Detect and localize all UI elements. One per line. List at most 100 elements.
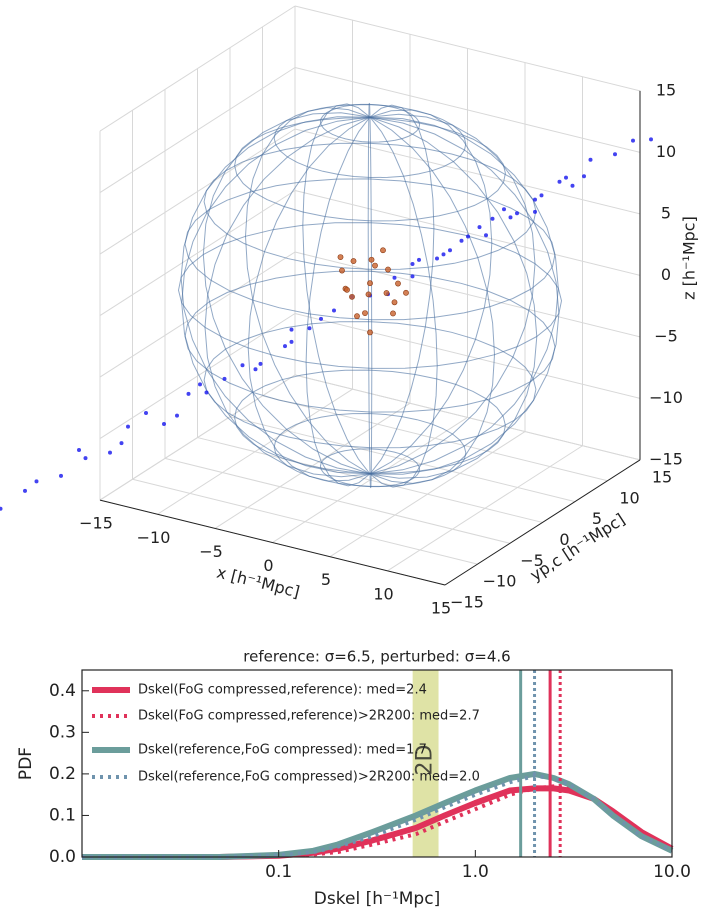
chart-title: reference: σ=6.5, perturbed: σ=4.6 <box>243 648 510 666</box>
point <box>570 183 575 188</box>
parallel <box>234 117 506 222</box>
parallel <box>177 222 563 369</box>
z-tick-label: −10 <box>649 388 683 407</box>
y-tick-label: 15 <box>652 467 672 486</box>
x-tick-label: −15 <box>79 514 113 533</box>
point <box>367 329 373 336</box>
point <box>198 382 202 387</box>
point <box>533 209 537 214</box>
point <box>222 376 227 381</box>
point <box>253 367 258 372</box>
meridian <box>302 103 371 475</box>
plot-frame <box>81 669 673 858</box>
y-axis-label: PDF <box>16 747 36 780</box>
y-tick-label: −10 <box>483 572 517 591</box>
y-tick-label: 0.2 <box>49 764 76 784</box>
point <box>490 216 495 221</box>
grid-line <box>132 478 478 565</box>
meridian <box>305 116 371 487</box>
point <box>126 424 130 429</box>
grid-line <box>294 374 641 461</box>
point <box>477 225 482 230</box>
meridian <box>367 102 371 474</box>
x-axis-label: Dskel [h⁻¹Mpc] <box>314 889 440 909</box>
parallel <box>184 178 556 321</box>
point <box>339 267 345 274</box>
point <box>435 256 439 261</box>
point <box>515 211 519 216</box>
point <box>410 262 415 267</box>
y-tick-label: 5 <box>592 509 602 528</box>
parallel <box>273 104 467 179</box>
legend-label: Dskel(reference,FoG compressed): med=1.7 <box>138 743 427 758</box>
z-tick-label: 0 <box>661 265 671 284</box>
x-tick-label: 10.0 <box>653 862 691 882</box>
point <box>372 262 378 269</box>
y-tick-label: 0.3 <box>49 722 76 742</box>
point <box>631 138 635 143</box>
band-label: 2D <box>413 745 438 776</box>
point <box>344 286 350 293</box>
y-tick-label: −15 <box>450 593 484 612</box>
point <box>502 207 506 212</box>
y-tick-label: 0.0 <box>49 847 76 867</box>
point <box>283 344 287 349</box>
y-tick-label: −5 <box>520 551 544 570</box>
point <box>175 413 179 418</box>
point <box>367 280 373 287</box>
point <box>34 479 39 484</box>
grid-line <box>99 128 296 255</box>
point <box>403 289 409 296</box>
point <box>557 179 562 184</box>
pdf-line <box>82 774 673 859</box>
y-axis-label: yp,c [h⁻¹Mpc] <box>527 510 629 585</box>
grid-line <box>164 457 511 544</box>
point <box>307 326 312 331</box>
x-tick-label: 0 <box>263 556 273 575</box>
point <box>441 252 446 257</box>
point <box>289 339 294 344</box>
parallel <box>319 103 421 143</box>
meridian <box>369 116 538 479</box>
grid-line <box>294 67 641 153</box>
z-tick-label: −15 <box>649 449 683 468</box>
point <box>0 506 3 511</box>
point <box>395 280 401 287</box>
x-tick-label: 0.1 <box>265 862 292 882</box>
grid-line <box>229 416 576 503</box>
x-axis <box>99 499 446 586</box>
point <box>240 363 245 368</box>
x-tick-label: 5 <box>321 570 331 589</box>
legend-label: Dskel(reference,FoG compressed)>2R200: m… <box>138 770 480 785</box>
parallel <box>203 142 537 270</box>
grid-line <box>99 190 296 317</box>
point <box>448 248 452 253</box>
point <box>368 256 375 263</box>
grid-line <box>99 374 296 501</box>
x-tick-label: 10 <box>373 584 393 603</box>
y-tick-label: 0 <box>559 530 569 549</box>
point <box>289 327 294 332</box>
point <box>362 310 368 316</box>
z-tick-label: −5 <box>654 326 678 345</box>
point <box>119 441 124 446</box>
point <box>258 361 263 366</box>
grid-line <box>99 5 296 132</box>
z-tick-label: 15 <box>656 80 676 99</box>
point <box>83 456 88 461</box>
point <box>365 291 372 298</box>
point <box>349 293 355 300</box>
point <box>390 310 396 317</box>
legend-label: Dskel(FoG compressed,reference): med=2.4 <box>138 683 427 698</box>
pdf-line <box>82 785 674 860</box>
pdf-line <box>82 770 674 860</box>
point <box>380 247 386 254</box>
point <box>613 152 617 157</box>
point <box>466 234 470 239</box>
point <box>508 215 513 220</box>
point <box>319 316 323 321</box>
y-axis <box>444 459 641 586</box>
point <box>392 275 397 280</box>
meridian <box>180 116 371 475</box>
point <box>533 197 537 202</box>
